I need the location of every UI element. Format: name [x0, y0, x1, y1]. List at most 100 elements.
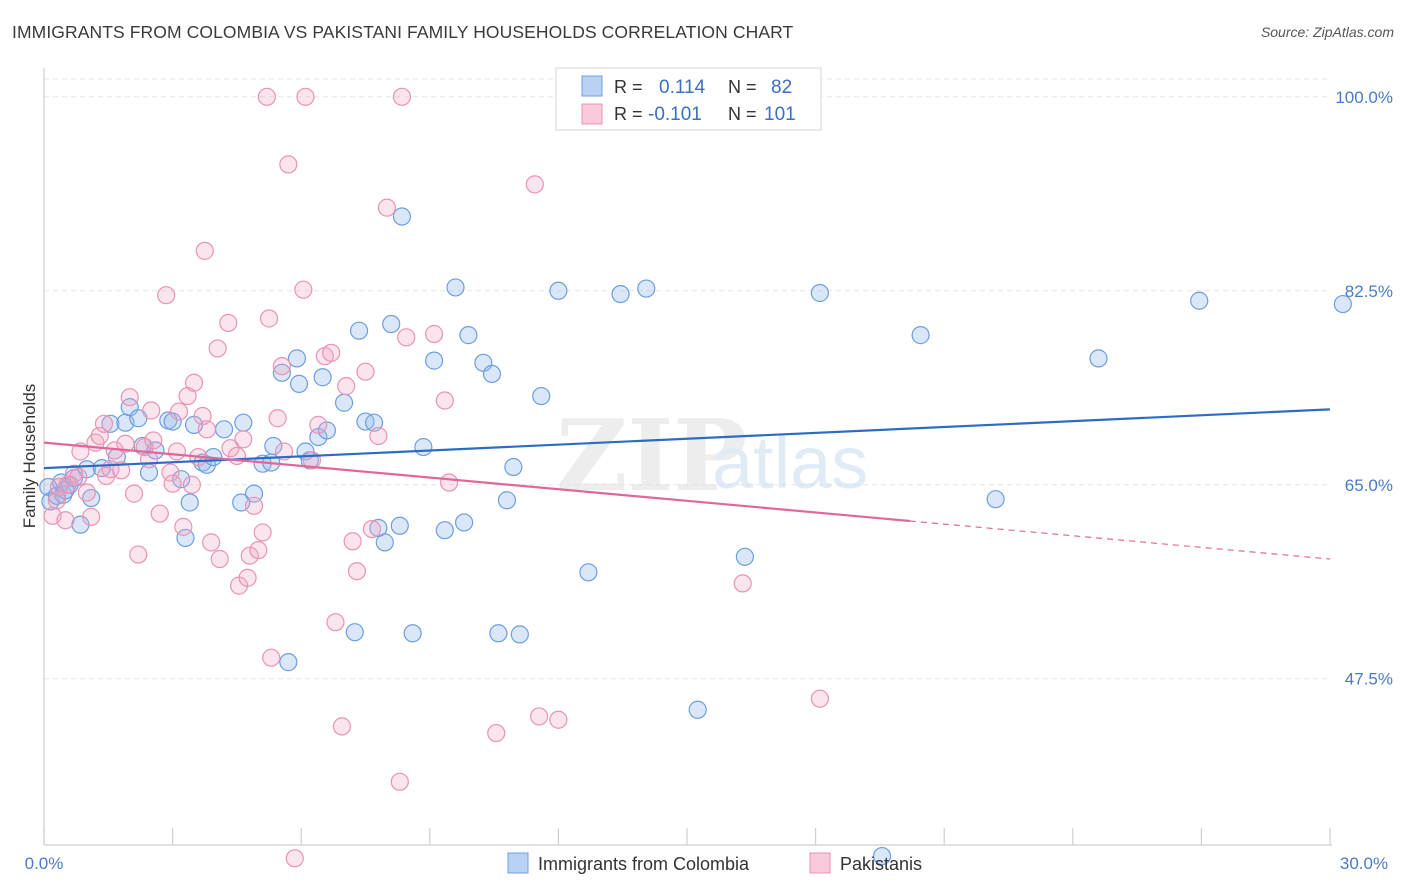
stats-r-value-colombia: 0.114: [659, 77, 706, 98]
colombia-point: [489, 624, 508, 643]
pakistanis-point: [142, 401, 161, 420]
x-tick-label-min: 0.0%: [25, 854, 64, 873]
pakistanis-point: [182, 475, 201, 494]
pakistanis-point: [274, 442, 294, 461]
pakistanis-point: [272, 357, 292, 376]
colombia-point: [163, 412, 182, 431]
y-tick-label: 47.5%: [1345, 670, 1393, 689]
stats-swatch-pakistanis: [581, 103, 603, 125]
pakistanis-point: [810, 689, 829, 708]
pakistanis-point: [184, 373, 204, 392]
colombia-point: [172, 470, 191, 489]
pakistanis-point: [234, 430, 253, 449]
stats-n-value-pakistanis: 101: [764, 104, 796, 125]
pakistanis-point: [112, 461, 131, 480]
colombia-point: [579, 563, 598, 582]
pakistanis-point: [249, 541, 268, 560]
colombia-point: [688, 700, 707, 719]
pakistanis-point: [259, 309, 279, 328]
pakistanis-point: [161, 463, 180, 482]
pakistanis-point: [525, 175, 544, 194]
colombia-point: [180, 493, 199, 512]
pakistanis-point: [435, 391, 454, 410]
pakistanis-trend-line: [43, 441, 911, 523]
pakistanis-point: [157, 286, 176, 305]
colombia-point: [532, 386, 551, 406]
colombia-point: [414, 437, 433, 457]
colombia-point: [101, 414, 120, 433]
colombia-point: [459, 326, 478, 345]
pakistanis-point: [279, 155, 298, 174]
pakistanis-point: [69, 467, 88, 487]
colombia-point: [424, 351, 444, 370]
pakistanis-point: [120, 388, 139, 407]
colombia-point: [435, 521, 454, 540]
colombia-point: [382, 314, 401, 334]
pakistanis-point: [129, 545, 148, 564]
y-tick-label: 82.5%: [1345, 282, 1393, 301]
stats-r-label-pakistanis: R =: [614, 104, 643, 124]
colombia-point: [872, 846, 892, 866]
colombia-trend-line: [43, 408, 1331, 470]
source-credit: Source: ZipAtlas.com: [1260, 24, 1394, 40]
pakistanis-point: [347, 562, 367, 581]
pakistanis-point: [208, 339, 227, 358]
pakistanis-point: [377, 198, 397, 217]
legend-label-pakistanis: Pakistanis: [840, 854, 922, 874]
pakistanis-point: [326, 613, 345, 632]
pakistanis-point: [174, 517, 193, 536]
colombia-point: [510, 625, 529, 644]
chart-title: IMMIGRANTS FROM COLOMBIA VS PAKISTANI FA…: [12, 22, 794, 42]
pakistanis-point: [262, 648, 281, 667]
pakistanis-point: [424, 324, 444, 344]
pakistanis-point: [227, 446, 246, 466]
pakistanis-point: [285, 849, 304, 868]
colombia-point: [264, 436, 283, 456]
colombia-point: [1333, 294, 1352, 314]
colombia-point: [345, 623, 364, 642]
legend-swatch-colombia: [507, 852, 529, 874]
pakistanis-point: [163, 474, 182, 493]
pakistanis-point: [82, 507, 101, 526]
y-tick-labels: 100.0% 82.5% 65.0% 47.5%: [1335, 88, 1393, 689]
colombia-point: [375, 533, 394, 552]
colombia-point: [392, 207, 412, 226]
pakistanis-point: [197, 420, 216, 439]
pakistanis-point: [487, 723, 506, 743]
chart-legend: Immigrants from Colombia Pakistanis: [507, 852, 922, 874]
data-points: [39, 87, 1352, 868]
pakistanis-point: [356, 362, 375, 381]
y-axis-title: Family Households: [20, 384, 39, 529]
colombia-point: [810, 283, 829, 303]
stats-r-label-colombia: R =: [614, 77, 643, 97]
pakistanis-point: [332, 717, 352, 736]
legend-label-colombia: Immigrants from Colombia: [538, 854, 750, 874]
pakistanis-point: [530, 707, 549, 726]
pakistanis-point: [390, 772, 409, 791]
pakistanis-point: [169, 402, 189, 421]
pakistanis-point: [309, 415, 328, 434]
pakistanis-point: [202, 533, 221, 552]
colombia-point: [1190, 291, 1209, 310]
pakistanis-point: [77, 483, 96, 502]
colombia-point: [454, 513, 474, 532]
colombia-point: [287, 349, 307, 368]
watermark: ZIP atlas: [556, 399, 868, 514]
colombia-point: [446, 278, 465, 297]
pakistanis-point: [549, 710, 568, 729]
colombia-point: [390, 516, 409, 535]
pakistanis-point: [167, 442, 186, 461]
colombia-point: [735, 547, 754, 566]
colombia-point: [272, 363, 292, 382]
stats-swatch-colombia: [581, 75, 603, 97]
pakistanis-point: [257, 87, 277, 106]
pakistanis-trend-line-extension: [909, 520, 1331, 560]
pakistanis-point: [210, 549, 229, 569]
colombia-point: [403, 624, 422, 643]
colombia-point: [986, 490, 1005, 509]
colombia-point: [1089, 349, 1108, 368]
legend-swatch-pakistanis: [809, 852, 831, 874]
stats-n-value-colombia: 82: [771, 77, 792, 98]
pakistanis-point: [144, 431, 163, 450]
colombia-point: [334, 393, 354, 412]
